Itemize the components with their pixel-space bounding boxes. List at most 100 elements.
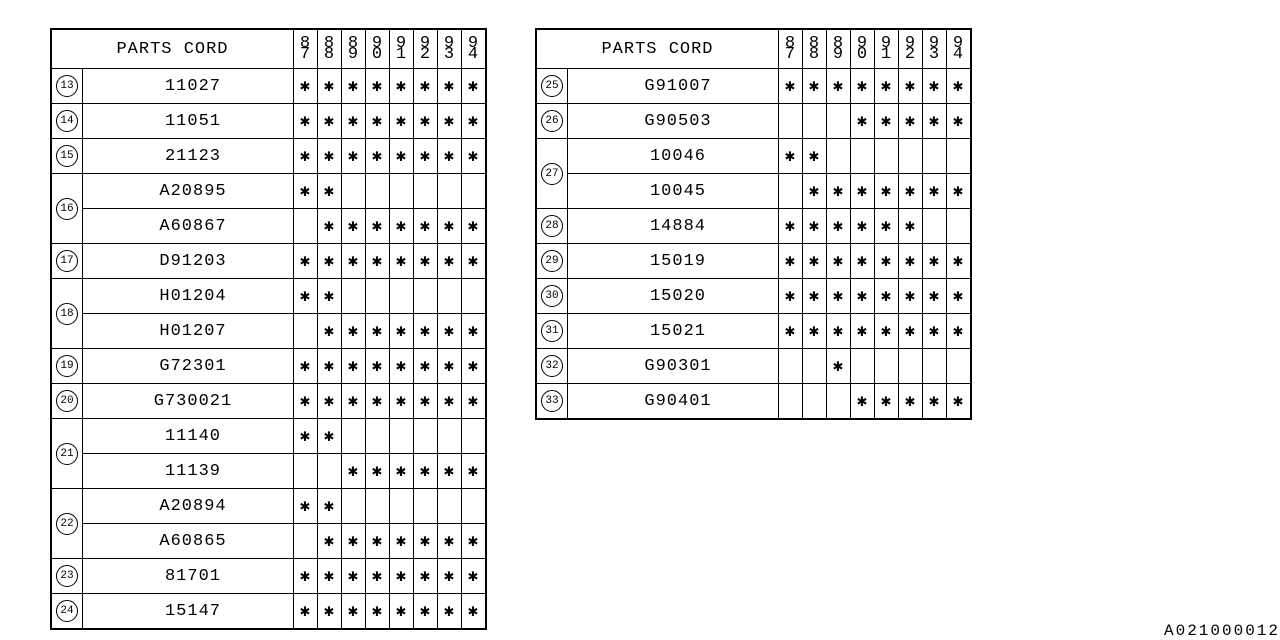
year-flag-cell: ✱ (342, 594, 366, 630)
row-index-badge: 32 (541, 355, 563, 377)
year-flag-cell: ✱ (366, 594, 390, 630)
year-flag-cell (779, 384, 803, 420)
part-code: 15019 (568, 244, 779, 279)
year-flag-cell (438, 489, 462, 524)
part-code: 10045 (568, 174, 779, 209)
table-row: 22A20894✱✱ (51, 489, 486, 524)
part-code: 11139 (83, 454, 294, 489)
year-flag-cell (923, 349, 947, 384)
year-flag-cell (899, 139, 923, 174)
year-flag-cell: ✱ (803, 139, 827, 174)
row-index: 19 (51, 349, 83, 384)
year-flag-cell: ✱ (414, 384, 438, 419)
year-flag-cell: ✱ (318, 489, 342, 524)
year-flag-cell: ✱ (899, 244, 923, 279)
year-flag-cell: ✱ (462, 69, 487, 104)
year-flag-cell: ✱ (342, 384, 366, 419)
year-flag-cell (390, 489, 414, 524)
year-flag-cell: ✱ (827, 174, 851, 209)
year-flag-cell: ✱ (390, 139, 414, 174)
year-flag-cell: ✱ (923, 174, 947, 209)
part-code: H01204 (83, 279, 294, 314)
year-flag-cell: ✱ (390, 209, 414, 244)
year-flag-cell (462, 174, 487, 209)
year-flag-cell (923, 209, 947, 244)
year-flag-cell (438, 419, 462, 454)
year-flag-cell: ✱ (390, 454, 414, 489)
year-flag-cell: ✱ (803, 314, 827, 349)
year-flag-cell: ✱ (318, 384, 342, 419)
year-flag-cell: ✱ (342, 524, 366, 559)
row-index: 22 (51, 489, 83, 559)
row-index-badge: 21 (56, 443, 78, 465)
row-index-badge: 26 (541, 110, 563, 132)
row-index: 23 (51, 559, 83, 594)
row-index-badge: 23 (56, 565, 78, 587)
row-index: 14 (51, 104, 83, 139)
year-flag-cell: ✱ (827, 69, 851, 104)
row-index: 17 (51, 244, 83, 279)
year-col-87: 87 (294, 29, 318, 69)
year-flag-cell (947, 139, 972, 174)
row-index: 25 (536, 69, 568, 104)
year-flag-cell: ✱ (414, 559, 438, 594)
year-flag-cell: ✱ (875, 104, 899, 139)
part-code: G90503 (568, 104, 779, 139)
year-flag-cell: ✱ (462, 209, 487, 244)
year-flag-cell: ✱ (366, 559, 390, 594)
table-row: A60867✱✱✱✱✱✱✱ (51, 209, 486, 244)
year-flag-cell: ✱ (803, 244, 827, 279)
part-code: 10046 (568, 139, 779, 174)
part-code: A60867 (83, 209, 294, 244)
table-row: 17D91203✱✱✱✱✱✱✱✱ (51, 244, 486, 279)
year-flag-cell: ✱ (462, 594, 487, 630)
year-flag-cell: ✱ (366, 524, 390, 559)
year-flag-cell: ✱ (438, 104, 462, 139)
parts-table-0: PARTS CORD87888990919293941311027✱✱✱✱✱✱✱… (50, 28, 487, 630)
row-index-badge: 29 (541, 250, 563, 272)
year-flag-cell: ✱ (414, 454, 438, 489)
year-flag-cell (366, 279, 390, 314)
year-flag-cell (294, 314, 318, 349)
year-flag-cell: ✱ (318, 279, 342, 314)
year-flag-cell (803, 349, 827, 384)
row-index-badge: 16 (56, 198, 78, 220)
row-index: 28 (536, 209, 568, 244)
year-flag-cell (342, 419, 366, 454)
year-flag-cell: ✱ (851, 314, 875, 349)
year-flag-cell (803, 384, 827, 420)
year-flag-cell (414, 489, 438, 524)
table-row: 1521123✱✱✱✱✱✱✱✱ (51, 139, 486, 174)
year-flag-cell (779, 349, 803, 384)
year-flag-cell: ✱ (827, 279, 851, 314)
year-flag-cell: ✱ (390, 524, 414, 559)
part-code: 15020 (568, 279, 779, 314)
year-flag-cell: ✱ (294, 489, 318, 524)
year-flag-cell: ✱ (438, 139, 462, 174)
year-flag-cell: ✱ (803, 174, 827, 209)
year-flag-cell: ✱ (390, 349, 414, 384)
year-flag-cell: ✱ (875, 384, 899, 420)
row-index-badge: 18 (56, 303, 78, 325)
year-flag-cell: ✱ (366, 454, 390, 489)
year-flag-cell: ✱ (318, 174, 342, 209)
year-flag-cell: ✱ (851, 174, 875, 209)
year-flag-cell: ✱ (875, 174, 899, 209)
year-flag-cell: ✱ (366, 104, 390, 139)
year-flag-cell: ✱ (366, 69, 390, 104)
year-flag-cell: ✱ (342, 209, 366, 244)
table-row: 33G90401✱✱✱✱✱ (536, 384, 971, 420)
row-index: 26 (536, 104, 568, 139)
year-flag-cell: ✱ (318, 244, 342, 279)
year-flag-cell: ✱ (342, 139, 366, 174)
year-flag-cell: ✱ (462, 524, 487, 559)
year-flag-cell: ✱ (438, 314, 462, 349)
year-flag-cell: ✱ (414, 314, 438, 349)
year-col-94: 94 (462, 29, 487, 69)
year-col-88: 88 (803, 29, 827, 69)
table-row: 1311027✱✱✱✱✱✱✱✱ (51, 69, 486, 104)
document-id: A021000012 (1164, 622, 1280, 640)
year-flag-cell: ✱ (390, 69, 414, 104)
parts-header-label: PARTS CORD (51, 29, 294, 69)
year-flag-cell (390, 279, 414, 314)
